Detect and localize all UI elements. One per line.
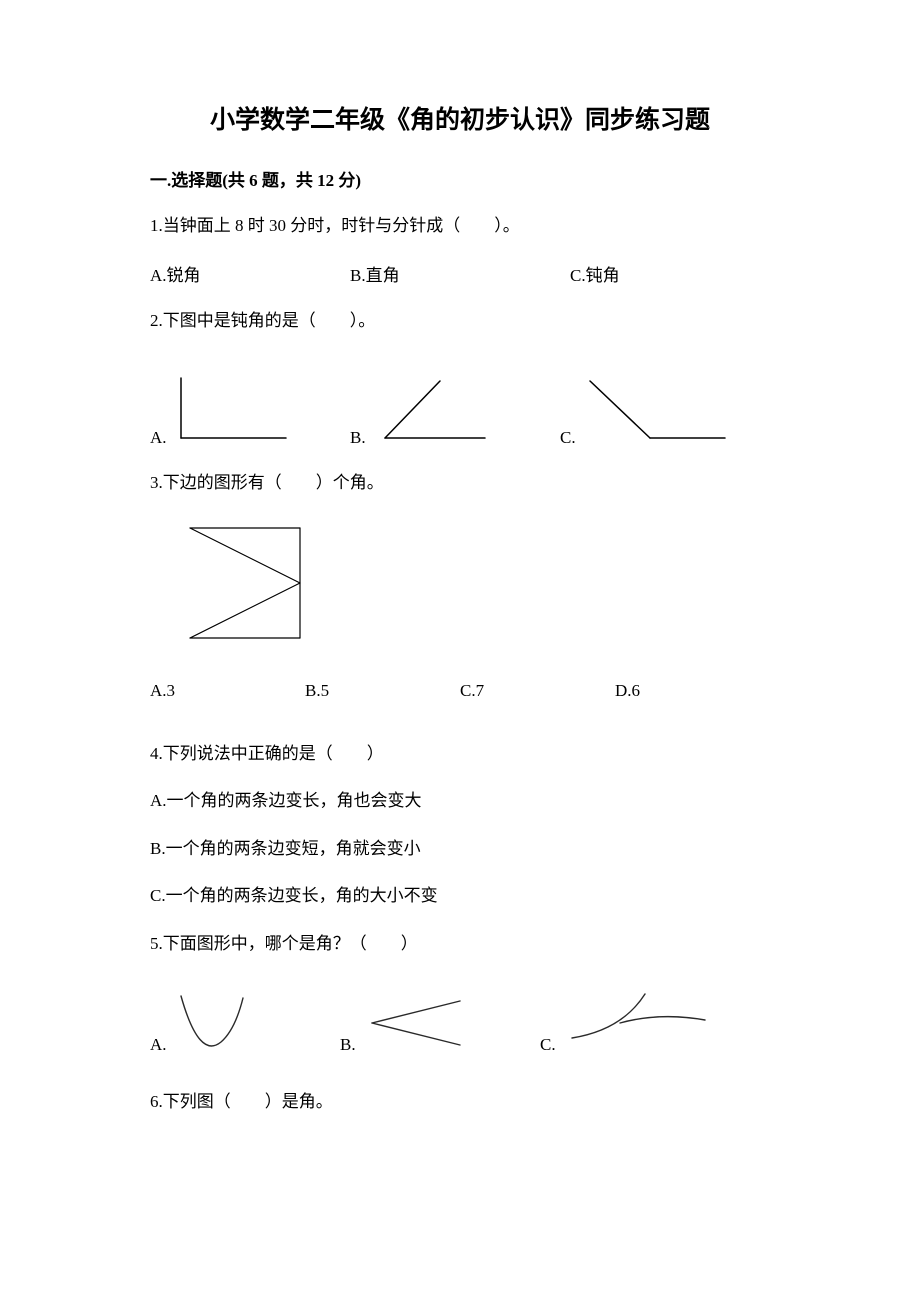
q5-opt-b: B. <box>340 995 540 1055</box>
q2-opt-a-label: A. <box>150 428 167 448</box>
q3-opt-b-text: B.5 <box>305 681 329 700</box>
acute-angle-icon <box>370 373 490 448</box>
q3-figure <box>180 518 770 653</box>
q1-opt-a-text: A.锐角 <box>150 261 201 286</box>
angle-shape-icon <box>360 995 470 1055</box>
q6-stem: 6.下列图（ ）是角。 <box>150 1089 770 1115</box>
q1-opt-b-text: B.直角 <box>350 261 400 286</box>
q3-opt-a-text: A.3 <box>150 681 175 700</box>
q4-opt-c: C.一个角的两条边变长，角的大小不变 <box>150 883 770 909</box>
q1-opt-a: A.锐角 <box>150 261 350 286</box>
crossing-curves-icon <box>560 990 710 1055</box>
q2-stem: 2.下图中是钝角的是（ ）。 <box>150 308 770 334</box>
q5-stem: 5.下面图形中，哪个是角？（ ） <box>150 931 770 957</box>
q2-options: A. B. C. <box>150 373 770 448</box>
section-heading: 一.选择题(共 6 题，共 12 分) <box>150 166 770 191</box>
q3-opt-d-text: D.6 <box>615 681 640 700</box>
q5-opt-a-label: A. <box>150 1035 167 1055</box>
q5-opt-c: C. <box>540 990 710 1055</box>
q2-opt-b-label: B. <box>350 428 366 448</box>
curve-shape-icon <box>171 990 261 1055</box>
q4-stem: 4.下列说法中正确的是（ ） <box>150 741 770 767</box>
q3-options: A.3 B.5 C.7 D.6 <box>150 681 770 701</box>
q1-opt-c: C.钝角 <box>570 261 620 286</box>
q2-opt-a: A. <box>150 373 350 448</box>
q3-stem: 3.下边的图形有（ ）个角。 <box>150 470 770 496</box>
q3-opt-d: D.6 <box>615 681 770 701</box>
q2-opt-b: B. <box>350 373 560 448</box>
q5-opt-b-label: B. <box>340 1035 356 1055</box>
q3-opt-c-text: C.7 <box>460 681 484 700</box>
obtuse-angle-icon <box>580 373 730 448</box>
q5-options: A. B. C. <box>150 990 770 1055</box>
q5-opt-a: A. <box>150 990 340 1055</box>
q3-opt-b: B.5 <box>305 681 460 701</box>
q1-opt-b: B.直角 <box>350 261 570 286</box>
q5-opt-c-label: C. <box>540 1035 556 1055</box>
worksheet-title: 小学数学二年级《角的初步认识》同步练习题 <box>150 100 770 136</box>
q2-opt-c-label: C. <box>560 428 576 448</box>
q3-opt-a: A.3 <box>150 681 305 701</box>
q4-opt-a: A.一个角的两条边变长，角也会变大 <box>150 788 770 814</box>
q3-opt-c: C.7 <box>460 681 615 701</box>
q2-opt-c: C. <box>560 373 730 448</box>
q1-options: A.锐角 B.直角 C.钝角 <box>150 261 770 286</box>
q1-stem: 1.当钟面上 8 时 30 分时，时针与分针成（ ）。 <box>150 213 770 239</box>
q1-opt-c-text: C.钝角 <box>570 261 620 286</box>
right-angle-icon <box>171 373 291 448</box>
q4-opt-b: B.一个角的两条边变短，角就会变小 <box>150 836 770 862</box>
